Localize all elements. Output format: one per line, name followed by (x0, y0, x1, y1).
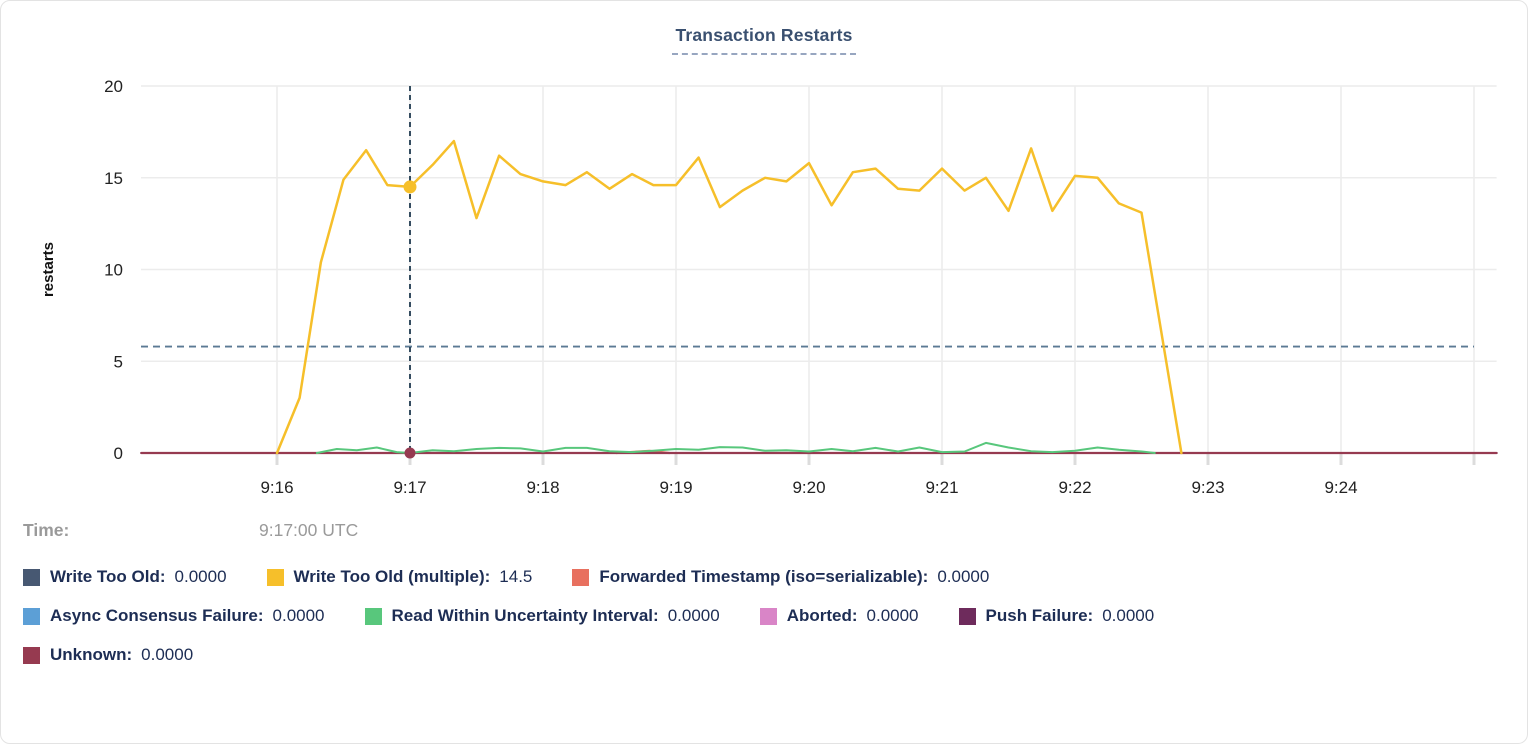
legend-row: Async Consensus Failure: 0.0000 Read Withi… (23, 606, 1527, 626)
legend-item: Write Too Old: 0.0000 (23, 567, 227, 587)
legend-label: Write Too Old (multiple): (293, 567, 491, 586)
hover-time-row: Time: 9:17:00 UTC (1, 520, 1527, 541)
legend-label: Aborted: (786, 606, 858, 625)
x-tick-label: 9:19 (659, 478, 692, 497)
legend-item: Forwarded Timestamp (iso=serializable): 0… (572, 567, 989, 587)
legend-swatch (266, 568, 284, 586)
hover-dot (403, 180, 417, 194)
time-label: Time: (23, 520, 70, 540)
legend-swatch (364, 607, 382, 625)
legend-label: Write Too Old: (50, 567, 166, 586)
legend-value: 0.0000 (937, 567, 990, 586)
legend-item: Write Too Old (multiple): 14.5 (266, 567, 533, 587)
x-tick-label: 9:18 (526, 478, 559, 497)
legend-item: Read Within Uncertainty Interval: 0.0000 (364, 606, 720, 626)
legend-label: Read Within Uncertainty Interval: (391, 606, 659, 625)
x-tick-label: 9:23 (1191, 478, 1224, 497)
legend-label: Push Failure: (985, 606, 1094, 625)
y-tick-label: 15 (104, 169, 123, 188)
y-tick-label: 5 (114, 352, 123, 371)
chart-header: Transaction Restarts (1, 25, 1527, 61)
y-tick-label: 10 (104, 261, 123, 280)
x-tick-label: 9:16 (260, 478, 293, 497)
x-tick-label: 9:22 (1058, 478, 1091, 497)
legend-item: Async Consensus Failure: 0.0000 (23, 606, 325, 626)
y-tick-label: 0 (114, 444, 123, 463)
x-tick-label: 9:17 (393, 478, 426, 497)
chart-title[interactable]: Transaction Restarts (672, 25, 856, 55)
legend-label: Unknown: (50, 645, 133, 664)
chart-legend: Write Too Old: 0.0000 Write Too Old (multi… (1, 567, 1527, 665)
x-tick-label: 9:21 (925, 478, 958, 497)
legend-value: 14.5 (499, 567, 533, 586)
legend-row: Unknown: 0.0000 (23, 645, 1527, 665)
y-axis-label: restarts (40, 242, 57, 297)
legend-item: Unknown: 0.0000 (23, 645, 193, 665)
legend-value: 0.0000 (667, 606, 720, 625)
legend-row: Write Too Old: 0.0000 Write Too Old (multi… (23, 567, 1527, 587)
legend-swatch (23, 568, 40, 586)
legend-swatch (23, 607, 40, 625)
hover-dot (404, 447, 416, 459)
series-line-write-too-old-multiple- (275, 139, 1183, 455)
legend-value: 0.0000 (1102, 606, 1155, 625)
series-line-read-within-uncertainty-interval (315, 441, 1156, 454)
time-value: 9:17:00 UTC (259, 520, 359, 540)
y-tick-label: 20 (104, 77, 123, 96)
legend-swatch (23, 646, 40, 664)
legend-swatch (759, 607, 777, 625)
legend-swatch (958, 607, 976, 625)
x-tick-label: 9:20 (792, 478, 825, 497)
legend-value: 0.0000 (866, 606, 919, 625)
legend-swatch (572, 568, 590, 586)
legend-label: Forwarded Timestamp (iso=serializable): (599, 567, 929, 586)
transaction-restarts-chart[interactable]: 0 5 10 15 20 9:16 9:17 9:18 9:19 9:20 9:21 9:22 9:23… (1, 61, 1528, 506)
legend-value: 0.0000 (174, 567, 227, 586)
x-tick-label: 9:24 (1324, 478, 1357, 497)
legend-value: 0.0000 (272, 606, 325, 625)
legend-label: Async Consensus Failure: (50, 606, 264, 625)
legend-item: Push Failure: 0.0000 (958, 606, 1155, 626)
legend-value: 0.0000 (141, 645, 194, 664)
legend-item: Aborted: 0.0000 (759, 606, 919, 626)
